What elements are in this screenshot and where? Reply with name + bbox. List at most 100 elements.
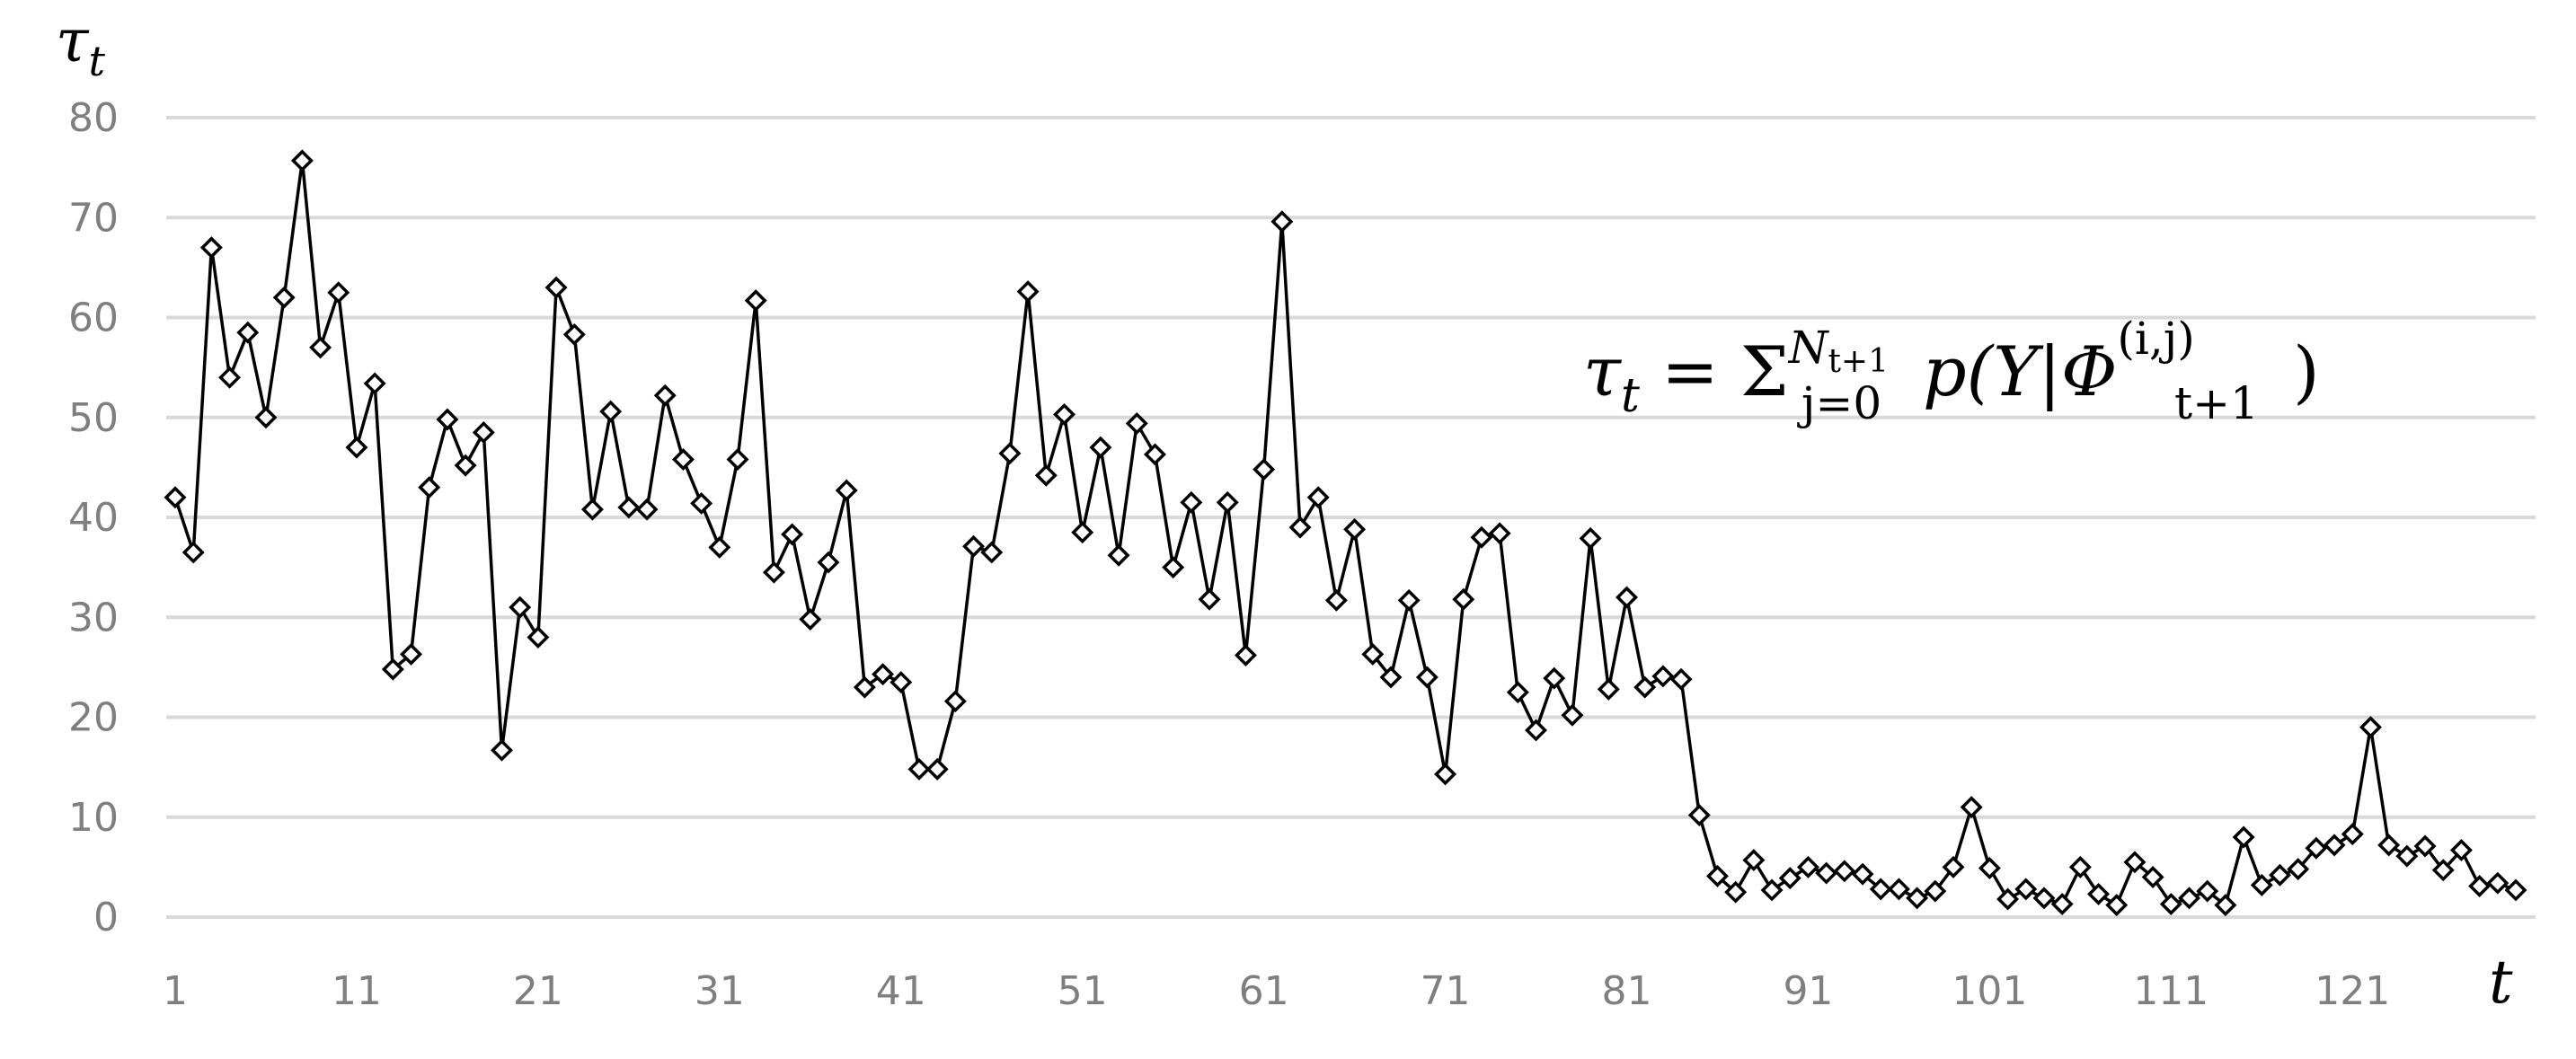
- data-point: [1216, 490, 1239, 514]
- data-point: [817, 551, 840, 574]
- data-point: [890, 671, 913, 694]
- data-point: [562, 322, 586, 346]
- data-point: [1071, 521, 1094, 544]
- data-point: [454, 454, 477, 477]
- data-point: [472, 420, 495, 444]
- data-point: [1470, 525, 1493, 549]
- y-axis-ticks: 0 10 20 30 40 50 60 70 80: [68, 95, 119, 940]
- x-tick-label: 81: [1602, 968, 1652, 1014]
- data-point: [1343, 517, 1367, 541]
- data-point: [1089, 436, 1112, 459]
- y-axis-label: τt: [56, 6, 106, 85]
- data-point: [762, 560, 785, 584]
- data-point: [327, 281, 350, 304]
- x-tick-label: 1: [163, 968, 188, 1014]
- y-tick-label: 30: [68, 595, 119, 640]
- data-point: [1324, 588, 1348, 612]
- data-point: [381, 657, 404, 681]
- data-point: [290, 149, 314, 172]
- data-point: [1887, 878, 1910, 901]
- x-tick-label: 101: [1952, 968, 2027, 1014]
- data-point: [1107, 543, 1130, 567]
- data-point: [1778, 867, 1801, 890]
- data-point: [1633, 675, 1657, 699]
- data-point: [599, 400, 623, 423]
- data-point: [925, 757, 949, 781]
- data-point: [1525, 719, 1548, 742]
- data-point: [2413, 834, 2437, 858]
- data-point: [1270, 210, 1294, 234]
- data-point: [2323, 834, 2346, 857]
- data-point: [835, 479, 858, 502]
- data-point: [1053, 402, 1076, 426]
- data-point: [1016, 280, 1040, 304]
- data-point: [1143, 443, 1166, 466]
- data-point: [744, 289, 767, 313]
- data-point: [1924, 879, 1947, 903]
- data-point: [345, 436, 368, 459]
- data-point: [2377, 834, 2401, 857]
- x-tick-label: 21: [513, 968, 563, 1014]
- data-point: [1616, 586, 1638, 609]
- data-point: [436, 408, 459, 431]
- data-point: [726, 448, 749, 471]
- data-point: [1687, 804, 1711, 826]
- data-point: [781, 523, 804, 546]
- y-tick-label: 10: [68, 795, 119, 841]
- data-point: [2250, 873, 2273, 896]
- data-point: [2105, 894, 2129, 917]
- data-point: [309, 336, 332, 359]
- data-point: [2395, 844, 2419, 868]
- data-point: [1815, 861, 1838, 885]
- data-point: [690, 491, 713, 515]
- data-point: [199, 236, 223, 260]
- data-point: [1452, 587, 1475, 611]
- data-point: [653, 384, 677, 407]
- data-point: [2468, 875, 2492, 897]
- data-point: [1162, 556, 1185, 579]
- data-point: [1543, 666, 1566, 690]
- data-point: [254, 406, 278, 429]
- data-point: [2159, 893, 2182, 916]
- data-point: [1597, 677, 1620, 701]
- x-tick-label: 71: [1421, 968, 1471, 1014]
- data-point: [1996, 887, 2020, 911]
- data-point: [2269, 863, 2291, 887]
- data-point: [2014, 878, 2038, 901]
- data-point: [1760, 878, 1784, 902]
- data-point: [2214, 894, 2237, 917]
- data-point: [907, 757, 931, 781]
- y-tick-label: 80: [68, 95, 119, 141]
- data-point: [2341, 823, 2364, 846]
- data-point: [2305, 836, 2328, 860]
- data-point: [1198, 587, 1221, 611]
- data-point: [580, 498, 604, 521]
- data-point: [418, 476, 441, 499]
- data-point: [1960, 796, 1983, 819]
- data-point: [1306, 486, 1330, 509]
- data-point: [1488, 522, 1511, 545]
- data-point: [1561, 703, 1584, 727]
- x-tick-label: 61: [1239, 968, 1289, 1014]
- y-tick-label: 40: [68, 495, 119, 541]
- data-point: [617, 496, 641, 519]
- data-point: [544, 276, 568, 299]
- data-point: [2431, 859, 2455, 882]
- data-point: [236, 321, 260, 344]
- series-layer: [164, 149, 2527, 917]
- data-point: [491, 738, 513, 762]
- data-point: [1506, 681, 1529, 704]
- x-tick-label: 31: [695, 968, 745, 1014]
- data-point: [853, 675, 876, 699]
- data-point: [1288, 516, 1312, 539]
- data-point: [1579, 526, 1602, 550]
- data-point: [1906, 887, 1929, 910]
- data-point: [2504, 878, 2527, 902]
- data-point: [1234, 644, 1257, 666]
- data-point: [1942, 855, 1965, 878]
- x-tick-label: 91: [1783, 968, 1833, 1014]
- x-tick-label: 121: [2315, 968, 2390, 1014]
- data-point: [708, 535, 731, 559]
- data-point: [218, 366, 242, 389]
- data-point: [872, 663, 895, 686]
